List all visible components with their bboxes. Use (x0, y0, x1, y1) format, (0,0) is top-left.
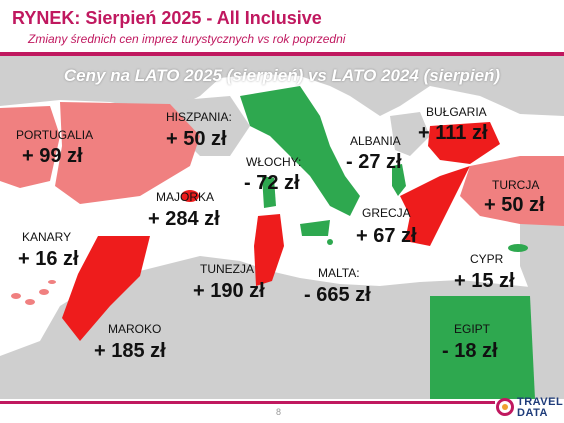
country-shape-sycylia (300, 220, 330, 236)
country-shape-tunezja (254, 214, 284, 286)
label-maroko-value: + 185 zł (94, 340, 166, 362)
country-shape-cypr (508, 244, 528, 252)
country-shape-albania (392, 164, 406, 196)
label-turcja-value: + 50 zł (484, 194, 545, 216)
label-hiszpania-name: HISZPANIA: (166, 110, 232, 124)
page-number: 8 (276, 407, 282, 417)
label-albania-name: ALBANIA (350, 134, 401, 148)
label-kanary-value: + 16 zł (18, 248, 79, 270)
land-balkans-grey (390, 112, 430, 156)
travel-data-logo: TRAVEL DATA (496, 394, 564, 422)
label-tunezja-value: + 190 zł (193, 280, 265, 302)
label-cypr-value: + 15 zł (454, 270, 515, 292)
label-albania-value: - 27 zł (346, 151, 402, 173)
label-grecja-value: + 67 zł (356, 225, 417, 247)
country-shape-sardynia (262, 176, 276, 208)
logo-line2: DATA (517, 407, 548, 419)
map-svg (0, 56, 564, 399)
map-subtitle: Ceny na LATO 2025 (sierpień) vs LATO 202… (63, 66, 501, 85)
country-shape-hiszpania (55, 102, 200, 204)
label-hiszpania-value: + 50 zł (166, 128, 227, 150)
label-grecja-name: GRECJA (362, 206, 411, 220)
label-egipt-value: - 18 zł (442, 340, 498, 362)
label-turcja-name: TURCJA (492, 178, 540, 192)
country-shape-grecja (400, 166, 470, 246)
label-bulgaria-value: + 111 zł (418, 122, 488, 144)
land-europe-north (0, 56, 564, 116)
label-cypr-name: CYPR (470, 252, 504, 266)
label-majorka-value: + 284 zł (148, 208, 220, 230)
label-malta-name: MALTA: (318, 266, 360, 280)
country-shape-bulgaria (428, 122, 500, 164)
page-subtitle: Zmiany średnich cen imprez turystycznych… (28, 32, 346, 46)
page-title: RYNEK: Sierpień 2025 - All Inclusive (12, 8, 322, 28)
country-shape-kanary-4 (48, 280, 56, 284)
country-shape-portugalia (0, 106, 60, 188)
logo-mark-icon (496, 398, 514, 416)
header-divider (0, 52, 564, 56)
country-shape-maroko (62, 236, 150, 341)
logo-line1: TRAVEL (517, 396, 564, 408)
country-shape-egipt (430, 296, 535, 399)
label-kanary-name: KANARY (22, 230, 72, 244)
footer-divider (0, 401, 495, 404)
label-bulgaria-name: BUŁGARIA (426, 105, 487, 119)
country-shape-malta (327, 239, 333, 245)
label-wlochy-value: - 72 zł (244, 172, 300, 194)
country-shape-kanary-3 (39, 289, 49, 295)
label-portugalia-name: PORTUGALIA (16, 128, 94, 142)
label-wlochy-name: WŁOCHY: (246, 155, 302, 169)
label-maroko-name: MAROKO (108, 322, 162, 336)
country-shape-kanary-1 (11, 293, 21, 299)
label-malta-value: - 665 zł (304, 284, 371, 306)
label-majorka-name: MAJORKA (156, 190, 215, 204)
country-shape-kanary-2 (25, 299, 35, 305)
country-shape-turcja (460, 156, 564, 226)
land-africa (0, 256, 564, 399)
label-egipt-name: EGIPT (454, 322, 491, 336)
label-tunezja-name: TUNEZJA (200, 262, 254, 276)
country-shape-wlochy (240, 86, 360, 216)
land-middle-east (520, 206, 564, 296)
country-shape-majorka (181, 190, 199, 202)
map-area (0, 56, 564, 399)
label-portugalia-value: + 99 zł (22, 145, 83, 167)
